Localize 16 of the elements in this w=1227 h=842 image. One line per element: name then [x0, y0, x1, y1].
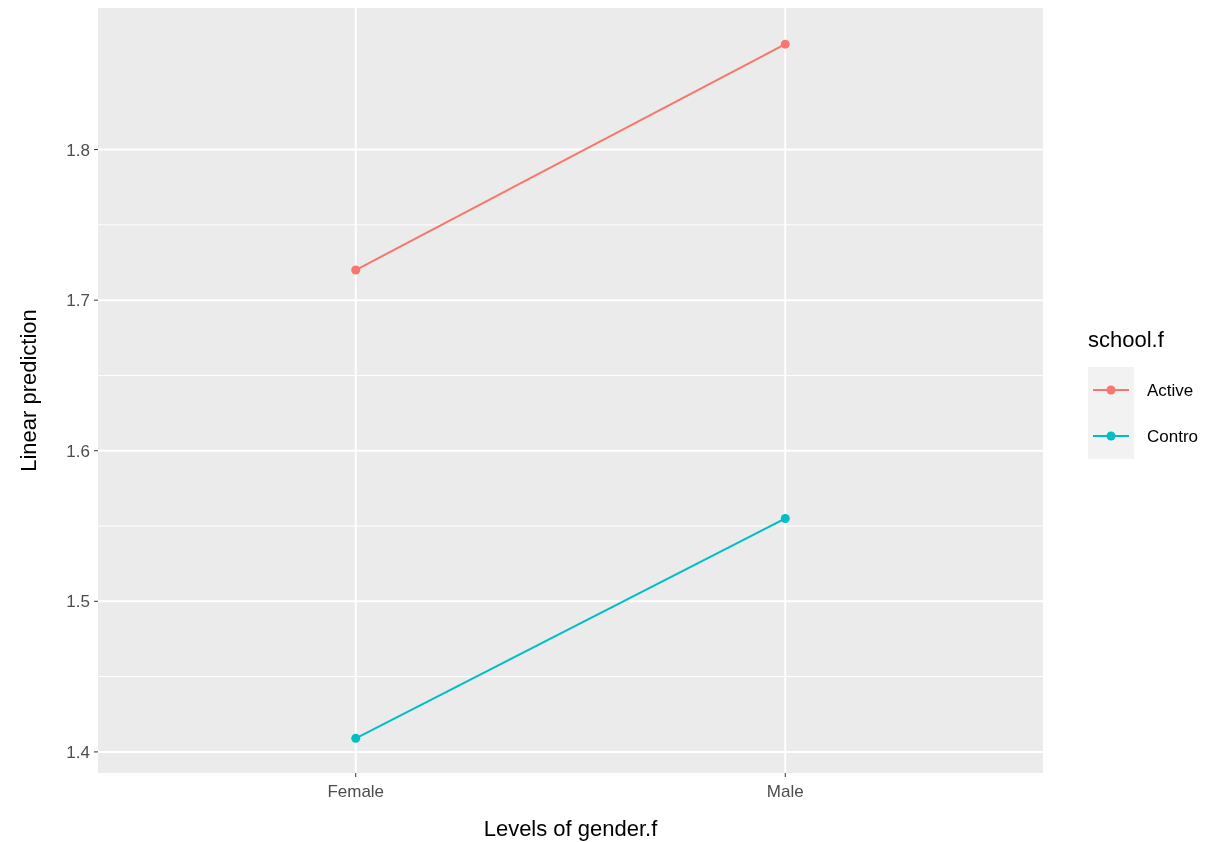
x-tick-label: Male — [766, 782, 804, 801]
point — [780, 39, 790, 49]
y-tick-label: 1.5 — [66, 592, 90, 612]
y-tick-label: 1.6 — [66, 441, 90, 461]
legend-label: Contro — [1147, 426, 1199, 446]
point — [351, 733, 361, 743]
y-tick-label: 1.7 — [66, 291, 90, 311]
legend-label: Active — [1147, 380, 1194, 400]
y-axis-title: Linear prediction — [16, 309, 41, 472]
legend-title: school.f — [1088, 327, 1165, 352]
x-axis-title: Levels of gender.f — [483, 816, 659, 841]
point — [351, 265, 361, 275]
x-tick-label: Female — [327, 782, 385, 801]
y-tick-label: 1.4 — [66, 742, 90, 762]
point — [780, 514, 790, 523]
y-tick-label: 1.8 — [66, 140, 90, 160]
